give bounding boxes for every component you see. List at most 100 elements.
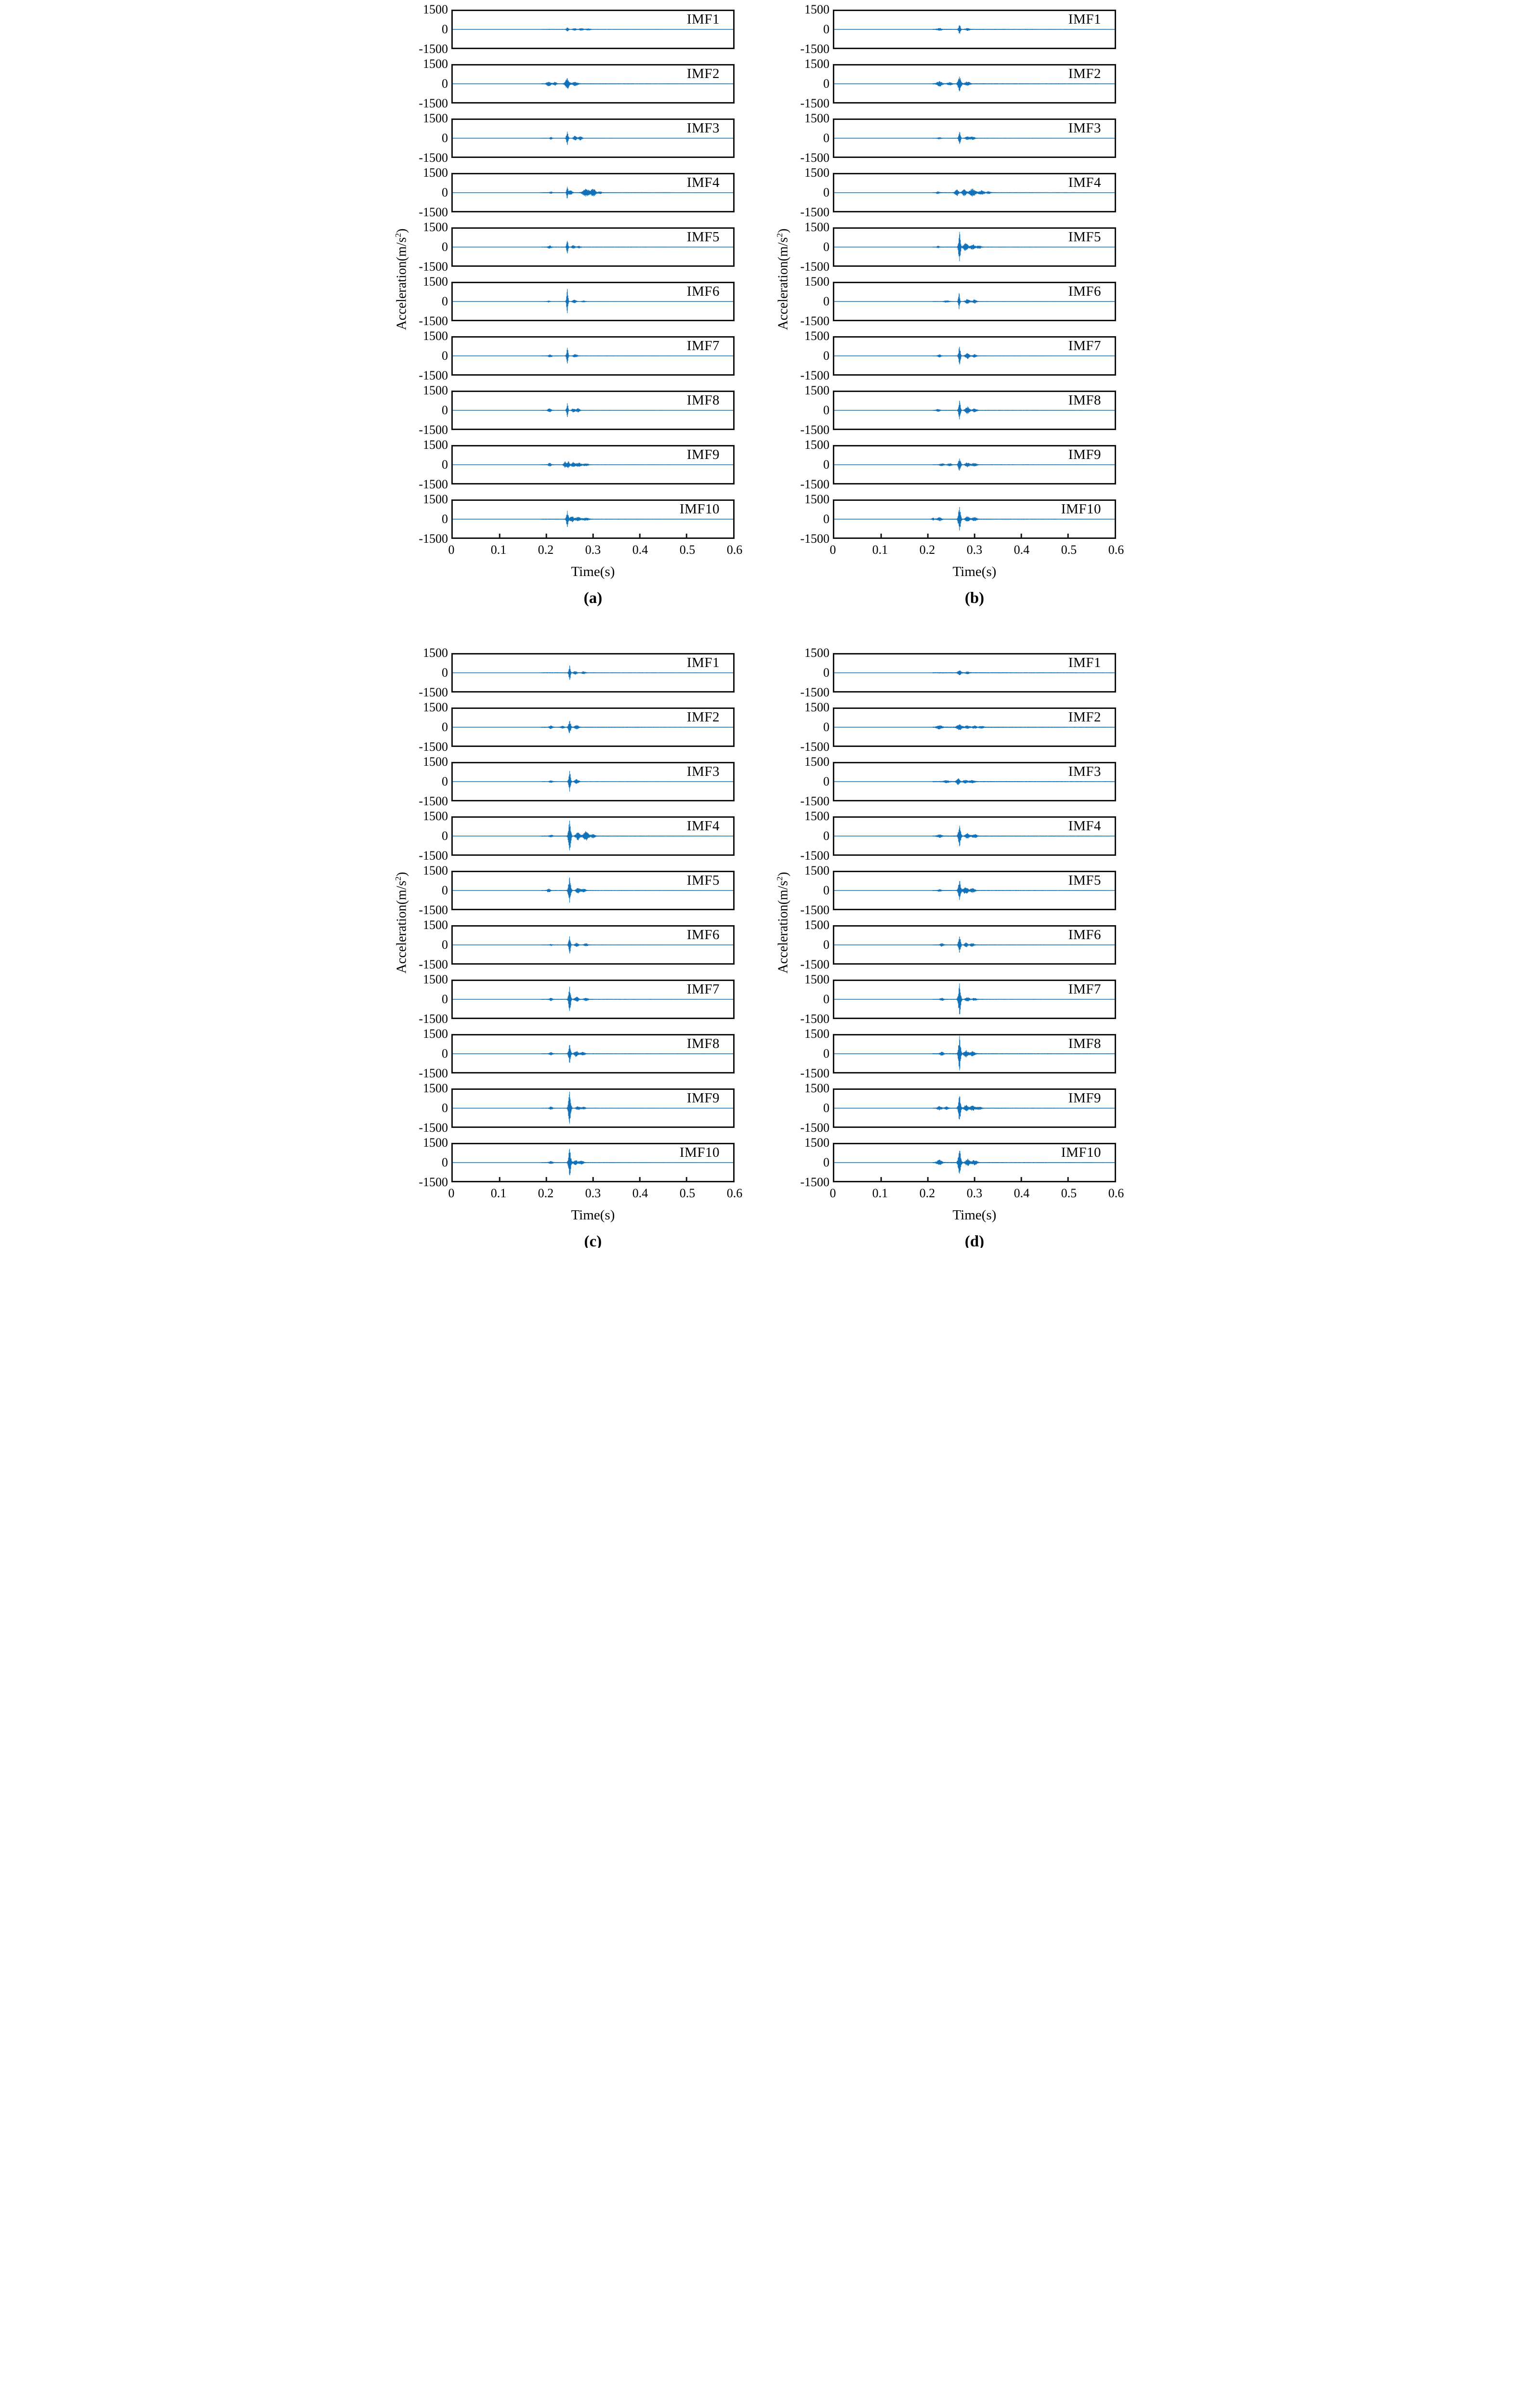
waveform (932, 346, 1115, 365)
y-tick-label: 1500 (804, 918, 829, 932)
y-tick-label: 0 (442, 512, 448, 526)
imf-label: IMF7 (1068, 982, 1101, 997)
y-tick-label: -1500 (800, 532, 829, 546)
waveform-plot (453, 403, 733, 417)
waveform (541, 288, 733, 314)
y-tick-label: 0 (823, 938, 829, 952)
waveform-plot (834, 1151, 1115, 1174)
y-tick-label: 1500 (804, 1081, 829, 1095)
subplot-row-imf4: 1500 0 -1500 IMF4 (763, 810, 1144, 871)
imf-label: IMF6 (1068, 927, 1101, 942)
waveform-plot (834, 400, 1115, 419)
y-tick-label: -1500 (800, 1175, 829, 1189)
waveform (932, 881, 1115, 900)
subplot-box: IMF4 (451, 816, 735, 856)
y-tick-label: 1500 (804, 57, 829, 71)
imf-label: IMF5 (1068, 229, 1101, 245)
y-tick-label: -1500 (419, 849, 448, 863)
y-tick-label: 1500 (804, 1136, 829, 1150)
y-tick-label: 1500 (804, 329, 829, 343)
y-tick-label: 1500 (804, 2, 829, 16)
imf-label: IMF4 (1068, 818, 1101, 834)
imf-label: IMF5 (686, 229, 720, 245)
imf-label: IMF3 (686, 120, 720, 136)
y-tick-label: 0 (823, 883, 829, 897)
y-tick-label: -1500 (419, 96, 448, 110)
y-tick-label: 0 (442, 1155, 448, 1169)
x-tick-label: 0 (829, 543, 836, 557)
waveform (541, 186, 733, 198)
subplot-box: IMF10 (451, 1143, 735, 1182)
waveform-plot (453, 936, 733, 954)
subplot-row-imf7: 1500 0 -1500 IMF7 (382, 973, 763, 1034)
imf-label: IMF2 (686, 709, 720, 725)
imf-label: IMF7 (686, 338, 720, 353)
waveform-plot (453, 241, 733, 254)
x-tick-mark (973, 1177, 975, 1181)
subplot-row-imf7: 1500 0 -1500 IMF7 (382, 329, 763, 391)
waveform-plot (834, 983, 1115, 1015)
imf-label: IMF1 (1068, 655, 1101, 670)
imf-label: IMF8 (686, 1036, 720, 1051)
subplot-box: IMF3 (833, 762, 1116, 801)
waveform (932, 1151, 1115, 1174)
subplot-box: IMF9 (833, 445, 1116, 484)
imf-label: IMF8 (1068, 393, 1101, 408)
x-tick-label: 0.5 (1061, 543, 1077, 557)
x-axis-title: Time(s) (952, 1207, 997, 1223)
y-tick-label: 0 (442, 938, 448, 952)
y-tick-label: 1500 (423, 329, 448, 343)
subplot-row-imf6: 1500 0 -1500 IMF6 (382, 275, 763, 336)
waveform-plot (834, 188, 1115, 197)
subplot-row-imf3: 1500 0 -1500 IMF3 (382, 112, 763, 173)
y-tick-label: 1500 (423, 2, 448, 16)
waveform (932, 232, 1115, 262)
waveform-plot (453, 771, 733, 792)
x-tick-mark (1067, 1177, 1069, 1181)
y-tick-label: 0 (442, 1047, 448, 1060)
subplot-row-imf10: 1500 0 -1500 IMF10 (763, 1136, 1144, 1197)
subplot-box: IMF4 (833, 816, 1116, 856)
subplot-box: IMF8 (833, 1034, 1116, 1073)
waveform (541, 720, 733, 733)
y-tick-label: 0 (823, 185, 829, 199)
y-tick-label: 0 (823, 720, 829, 734)
waveform-plot (453, 348, 733, 364)
y-tick-label: 1500 (423, 383, 448, 397)
y-tick-label: -1500 (800, 740, 829, 754)
subplot-box: IMF5 (451, 227, 735, 267)
waveform (541, 877, 733, 903)
x-tick-mark (927, 534, 929, 537)
x-tick-label: 0.4 (1013, 1186, 1030, 1200)
waveform-plot (834, 293, 1115, 310)
y-tick-label: 0 (442, 403, 448, 417)
x-tick-mark (639, 1177, 641, 1181)
x-tick-label: 0.5 (679, 1186, 696, 1200)
y-tick-label: -1500 (800, 96, 829, 110)
y-tick-label: 1500 (804, 383, 829, 397)
y-tick-label: -1500 (419, 423, 448, 437)
waveform (541, 1045, 733, 1063)
waveform (541, 510, 733, 527)
waveform (932, 825, 1115, 847)
subplot-box: IMF2 (451, 707, 735, 747)
subplot-row-imf5: 1500 0 -1500 IMF5 (763, 221, 1144, 282)
waveform-plot (453, 1091, 733, 1124)
y-tick-label: 1500 (804, 492, 829, 506)
waveform (541, 665, 733, 680)
y-tick-label: -1500 (419, 151, 448, 165)
y-tick-label: -1500 (800, 477, 829, 491)
imf-label: IMF6 (686, 927, 720, 942)
waveform-plot (453, 1045, 733, 1063)
y-tick-label: -1500 (419, 957, 448, 971)
subplot-box: IMF3 (451, 118, 735, 158)
y-tick-label: -1500 (800, 957, 829, 971)
waveform-plot (453, 186, 733, 198)
x-tick-label: 0.3 (966, 1186, 983, 1200)
y-tick-label: -1500 (419, 1066, 448, 1080)
waveform (541, 27, 733, 31)
y-tick-label: 1500 (804, 972, 829, 986)
imf-label: IMF9 (1068, 1090, 1101, 1106)
subplot-row-imf5: 1500 0 -1500 IMF5 (763, 864, 1144, 925)
x-tick-mark (1067, 534, 1069, 537)
